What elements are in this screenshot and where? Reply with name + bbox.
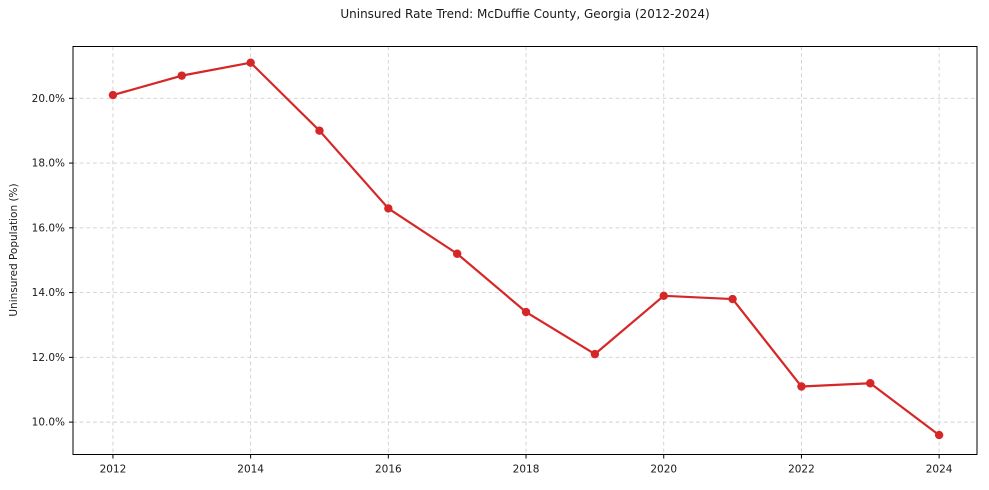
x-tick-label: 2018 [513,464,540,476]
data-point-marker [246,58,255,67]
y-tick-label: 12.0% [32,352,65,364]
data-point-marker [866,379,875,388]
x-tick-label: 2016 [375,464,402,476]
data-point-marker [728,294,737,304]
data-point-marker [384,204,393,213]
plot-border [72,46,978,455]
x-tick-label: 2014 [237,464,264,476]
data-point-marker [108,90,118,100]
data-point-marker [934,430,944,440]
y-axis-label: Uninsured Population (%) [8,183,20,317]
y-tick-label: 16.0% [32,222,65,234]
y-tick-label: 10.0% [32,417,65,429]
data-point-marker [521,307,531,317]
y-tick-label: 18.0% [32,158,65,170]
x-tick-label: 2012 [100,464,127,476]
x-tick-label: 2024 [926,464,953,476]
x-tick-label: 2020 [650,464,677,476]
data-point-marker [590,349,600,359]
x-tick-label: 2022 [788,464,815,476]
data-point-marker [452,249,462,258]
y-tick-label: 20.0% [32,93,65,105]
y-tick-label: 14.0% [32,287,65,299]
data-point-marker [315,126,324,135]
data-point-marker [177,71,186,80]
data-point-marker [659,291,668,301]
data-point-marker [797,382,806,391]
plot-background [73,46,977,455]
chart-title: Uninsured Rate Trend: McDuffie County, G… [340,7,710,21]
